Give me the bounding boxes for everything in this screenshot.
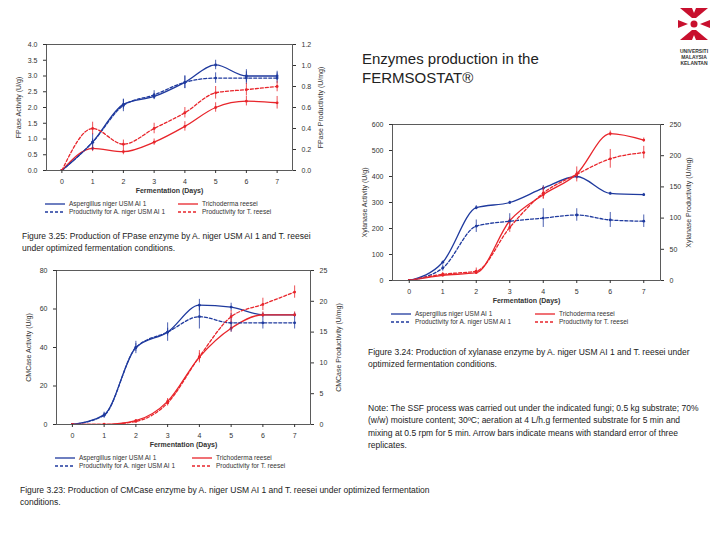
svg-text:Fermentation (Days): Fermentation (Days) bbox=[150, 441, 218, 449]
svg-text:50: 50 bbox=[670, 246, 678, 253]
html-text:Productivity for A. niger USM: Productivity for A. niger USM AI 1 bbox=[415, 318, 512, 325]
html-text:KELANTAN: KELANTAN bbox=[680, 60, 708, 66]
svg-text:CMCase Activity (U/g): CMCase Activity (U/g) bbox=[25, 313, 33, 381]
svg-text:CMCase Productivity (U/mg): CMCase Productivity (U/mg) bbox=[335, 303, 343, 392]
svg-text:6: 6 bbox=[608, 288, 612, 295]
svg-text:0: 0 bbox=[70, 432, 74, 439]
svg-text:7: 7 bbox=[275, 178, 279, 185]
svg-text:FPase Activity (U/g): FPase Activity (U/g) bbox=[15, 77, 23, 138]
html-text:Figure 3.23: Production of CMC: Figure 3.23: Production of CMCase enzyme… bbox=[20, 485, 430, 508]
svg-text:7: 7 bbox=[293, 432, 297, 439]
svg-text:400: 400 bbox=[372, 173, 384, 180]
html-text:Trichoderma reesei: Trichoderma reesei bbox=[216, 454, 272, 461]
svg-text:2: 2 bbox=[474, 288, 478, 295]
svg-text:5: 5 bbox=[320, 390, 324, 397]
svg-text:1: 1 bbox=[441, 288, 445, 295]
html-text:MALAYSIA: MALAYSIA bbox=[681, 54, 707, 60]
svg-text:0.4: 0.4 bbox=[302, 125, 312, 132]
html-text:Trichoderma reesei: Trichoderma reesei bbox=[202, 200, 258, 207]
svg-text:5: 5 bbox=[229, 432, 233, 439]
svg-text:Fermentation (Days): Fermentation (Days) bbox=[136, 187, 204, 195]
html-text:Figure 3.24: Production of xyl: Figure 3.24: Production of xylanase enzy… bbox=[368, 347, 690, 370]
svg-text:0.6: 0.6 bbox=[302, 104, 312, 111]
svg-text:4: 4 bbox=[197, 432, 201, 439]
svg-text:FPase Productivity (U/mg): FPase Productivity (U/mg) bbox=[317, 67, 325, 149]
svg-text:3.5: 3.5 bbox=[28, 56, 38, 63]
html-text:Productivity for T. reesei: Productivity for T. reesei bbox=[559, 318, 629, 325]
html-text:Note: The SSF process was carr: Note: The SSF process was carried out un… bbox=[368, 403, 699, 450]
svg-text:100: 100 bbox=[670, 214, 682, 221]
svg-text:5: 5 bbox=[575, 288, 579, 295]
svg-text:1.5: 1.5 bbox=[28, 119, 38, 126]
svg-text:Xylanase Productivity (U/mg): Xylanase Productivity (U/mg) bbox=[685, 157, 693, 247]
html-text:Productivity for A. niger USM: Productivity for A. niger USM AI 1 bbox=[69, 208, 166, 215]
html-text:Productivity for A. niger USM: Productivity for A. niger USM AI 1 bbox=[79, 462, 176, 469]
svg-text:4: 4 bbox=[541, 288, 545, 295]
svg-text:1.2: 1.2 bbox=[302, 41, 312, 48]
svg-text:250: 250 bbox=[670, 121, 682, 128]
svg-text:0.2: 0.2 bbox=[302, 146, 312, 153]
svg-text:7: 7 bbox=[642, 288, 646, 295]
svg-text:20: 20 bbox=[40, 382, 48, 389]
svg-text:200: 200 bbox=[670, 152, 682, 159]
svg-text:3: 3 bbox=[166, 432, 170, 439]
html-text:Figure 3.25: Production of FPa: Figure 3.25: Production of FPase enzyme … bbox=[22, 231, 311, 254]
svg-text:1: 1 bbox=[102, 432, 106, 439]
svg-text:2: 2 bbox=[134, 432, 138, 439]
svg-text:0: 0 bbox=[407, 288, 411, 295]
html-text:Aspergillus niger USM AI 1: Aspergillus niger USM AI 1 bbox=[415, 310, 493, 317]
svg-text:500: 500 bbox=[372, 147, 384, 154]
html-text:Productivity for T. reesei: Productivity for T. reesei bbox=[216, 462, 286, 469]
svg-text:300: 300 bbox=[372, 199, 384, 206]
svg-text:1.0: 1.0 bbox=[302, 62, 312, 69]
svg-text:10: 10 bbox=[320, 359, 328, 366]
svg-text:40: 40 bbox=[40, 344, 48, 351]
svg-text:20: 20 bbox=[320, 298, 328, 305]
svg-text:60: 60 bbox=[40, 305, 48, 312]
svg-text:100: 100 bbox=[372, 251, 384, 258]
svg-text:0.5: 0.5 bbox=[28, 151, 38, 158]
svg-text:0: 0 bbox=[320, 421, 324, 428]
svg-text:1: 1 bbox=[91, 178, 95, 185]
svg-text:0: 0 bbox=[44, 421, 48, 428]
svg-text:600: 600 bbox=[372, 121, 384, 128]
svg-text:0.0: 0.0 bbox=[302, 167, 312, 174]
svg-text:80: 80 bbox=[40, 267, 48, 274]
svg-text:0.8: 0.8 bbox=[302, 83, 312, 90]
svg-text:150: 150 bbox=[670, 183, 682, 190]
svg-text:5: 5 bbox=[214, 178, 218, 185]
svg-text:6: 6 bbox=[244, 178, 248, 185]
svg-text:3.0: 3.0 bbox=[28, 72, 38, 79]
svg-text:15: 15 bbox=[320, 328, 328, 335]
svg-text:0.0: 0.0 bbox=[28, 167, 38, 174]
svg-text:Fermentation (Days): Fermentation (Days) bbox=[493, 297, 561, 305]
html-text:Enzymes production in the FERM: Enzymes production in the FERMSOSTAT® bbox=[362, 50, 539, 86]
html-text:UNIVERSITI: UNIVERSITI bbox=[680, 48, 708, 54]
svg-text:2.0: 2.0 bbox=[28, 104, 38, 111]
svg-text:0: 0 bbox=[670, 277, 674, 284]
svg-text:3: 3 bbox=[508, 288, 512, 295]
svg-text:3: 3 bbox=[152, 178, 156, 185]
svg-text:200: 200 bbox=[372, 225, 384, 232]
svg-text:4: 4 bbox=[183, 178, 187, 185]
html-text:Aspergillus niger USM AI 1: Aspergillus niger USM AI 1 bbox=[79, 454, 157, 461]
svg-text:Xylanase Activity (U/g): Xylanase Activity (U/g) bbox=[361, 167, 369, 237]
svg-text:25: 25 bbox=[320, 267, 328, 274]
html-text:Aspergillus niger USM AI 1: Aspergillus niger USM AI 1 bbox=[69, 200, 147, 207]
svg-text:2.5: 2.5 bbox=[28, 88, 38, 95]
svg-text:4.0: 4.0 bbox=[28, 41, 38, 48]
svg-text:1.0: 1.0 bbox=[28, 135, 38, 142]
html-text:Productivity for T. reesei: Productivity for T. reesei bbox=[202, 208, 272, 215]
svg-text:2: 2 bbox=[121, 178, 125, 185]
svg-text:0: 0 bbox=[380, 277, 384, 284]
svg-text:0: 0 bbox=[60, 178, 64, 185]
svg-text:6: 6 bbox=[261, 432, 265, 439]
html-text:Trichoderma reesei: Trichoderma reesei bbox=[559, 310, 615, 317]
